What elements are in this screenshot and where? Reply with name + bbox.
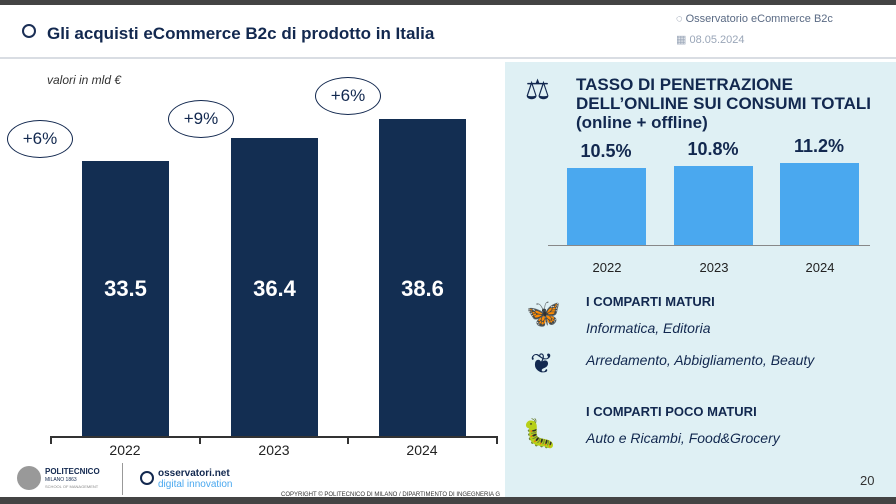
politecnico-sub2: SCHOOL OF MANAGEMENT [45,484,99,489]
x-tick-label: 2024 [805,260,835,275]
mature-sectors-2: Arredamento, Abbigliamento, Beauty [586,352,815,368]
footer-divider [122,463,123,495]
growth-badge: +9% [168,100,234,138]
bar-value-label: 11.2% [793,136,845,157]
growth-badge: +6% [315,77,381,115]
immature-sectors: Auto e Ricambi, Food&Grocery [586,430,780,446]
bar-value-label: 36.4 [253,276,296,301]
observatory-name: Osservatorio eCommerce B2c [685,13,833,25]
x-tick-label: 2023 [699,260,729,275]
x-tick-label: 2022 [109,442,141,458]
butterfly-icon: 🦋 [526,298,561,329]
politecnico-sub: MILANO 1863 [45,477,77,483]
bar-2023 [231,137,318,436]
page-title: Gli acquisti eCommerce B2c di prodotto i… [47,24,435,43]
observatory-label: ◌ Osservatorio eCommerce B2c [676,13,833,25]
magnifier-icon [22,24,36,38]
bar-2024 [379,119,466,436]
mature-heading: I COMPARTI MATURI [586,294,715,309]
bar-value-label: 38.6 [401,276,444,301]
x-tick-label: 2022 [592,260,622,275]
x-axis-tick [496,436,498,444]
page-number: 20 [860,473,875,488]
osservatori-icon [140,471,154,485]
x-axis-tick [347,436,349,444]
date: 08.05.2024 [689,34,745,46]
panel-title-line: (online + offline) [576,113,708,132]
header-divider [0,57,896,59]
mature-sectors-1: Informatica, Editoria [586,320,711,336]
bar-value-label: 10.8% [687,139,739,160]
caterpillar-icon: 🐛 [522,418,557,449]
unit-label: valori in mld € [47,73,122,87]
bar-value-label: 33.5 [104,276,147,301]
bar-2023 [674,166,753,245]
x-axis-tick [50,436,52,444]
cocoon-icon: ❦ [530,348,554,379]
bar-2022 [567,168,646,245]
slide: Gli acquisti eCommerce B2c di prodotto i… [0,5,896,498]
copyright: COPYRIGHT © POLITECNICO DI MILANO / DIPA… [281,492,501,498]
x-tick-label: 2024 [406,442,438,458]
panel-title: TASSO DI PENETRAZIONE DELL’ONLINE SUI CO… [576,75,871,132]
bar-2024 [780,163,859,245]
scale-icon: ⚖ [525,74,551,105]
panel-title-line: TASSO DI PENETRAZIONE [576,75,793,94]
x-axis-tick [199,436,201,444]
growth-badge: +6% [7,120,73,158]
date-label: ▦ 08.05.2024 [676,34,745,46]
osservatori-sub: digital innovation [158,479,233,490]
x-axis [50,436,498,438]
politecnico-seal-icon [17,466,41,490]
immature-heading: I COMPARTI POCO MATURI [586,404,757,419]
x-tick-label: 2023 [258,442,290,458]
politecnico-logo: POLITECNICO [45,467,100,476]
right-panel [505,62,896,497]
osservatori-logo: osservatori.net [158,468,230,479]
x-axis [548,245,870,246]
bar-value-label: 10.5% [580,141,632,162]
bar-2022 [82,161,169,436]
panel-title-line: DELL’ONLINE SUI CONSUMI TOTALI [576,94,871,113]
